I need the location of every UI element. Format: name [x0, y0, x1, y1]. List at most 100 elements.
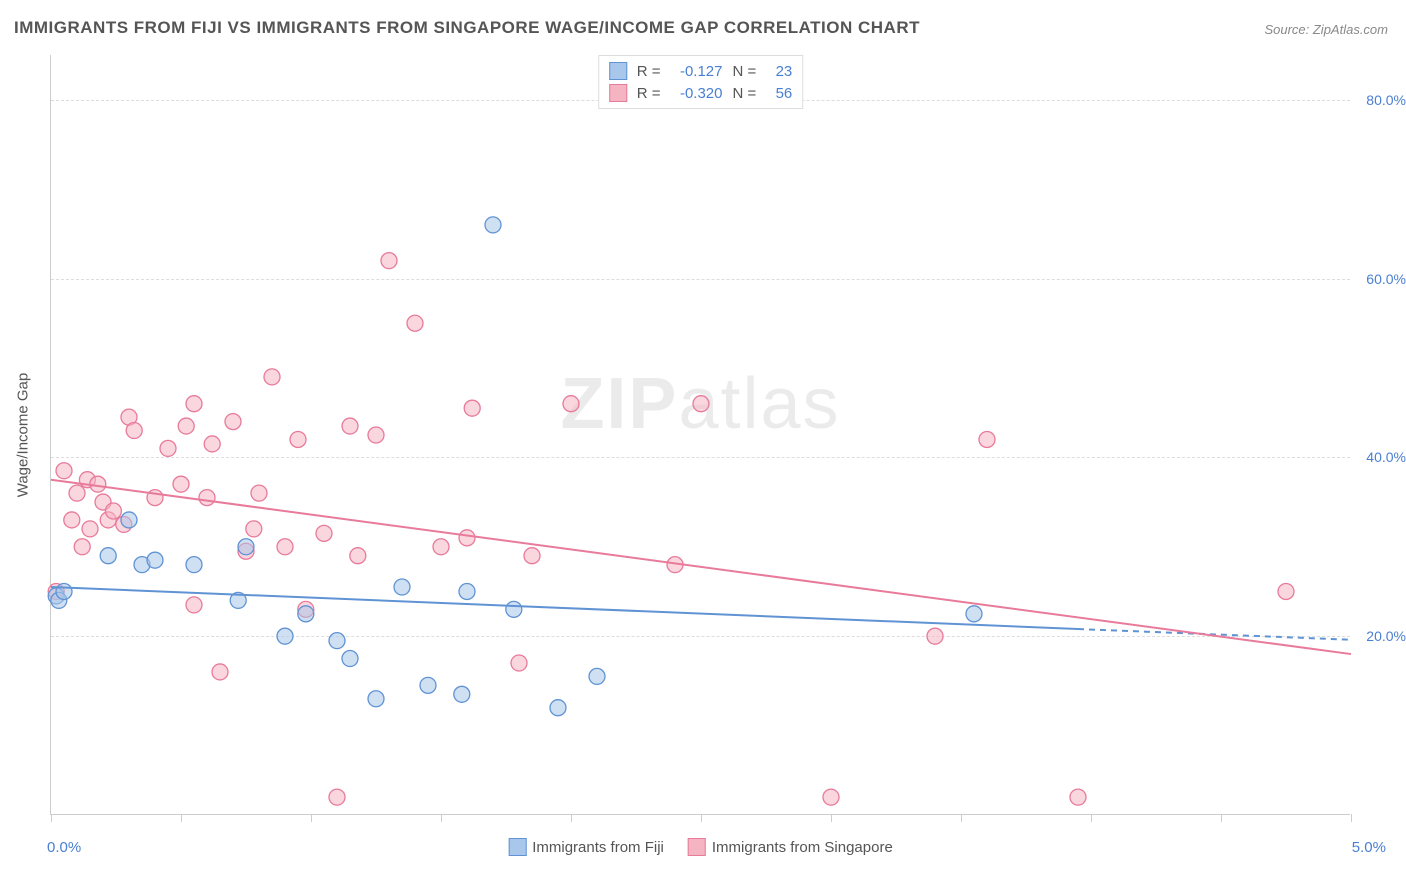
x-tick — [1091, 814, 1092, 822]
r-label: R = — [637, 63, 661, 80]
point-singapore — [350, 548, 366, 564]
swatch-singapore — [609, 84, 627, 102]
point-fiji — [454, 686, 470, 702]
point-singapore — [927, 628, 943, 644]
point-fiji — [186, 557, 202, 573]
point-singapore — [316, 525, 332, 541]
x-tick — [831, 814, 832, 822]
point-singapore — [212, 664, 228, 680]
point-singapore — [186, 597, 202, 613]
point-singapore — [290, 431, 306, 447]
point-singapore — [277, 539, 293, 555]
point-singapore — [511, 655, 527, 671]
legend-label-singapore: Immigrants from Singapore — [712, 839, 893, 856]
point-singapore — [693, 396, 709, 412]
legend-series: Immigrants from Fiji Immigrants from Sin… — [508, 838, 893, 856]
x-tick — [51, 814, 52, 822]
n-value-singapore: 56 — [762, 85, 792, 102]
source-attribution: Source: ZipAtlas.com — [1264, 22, 1388, 37]
point-singapore — [74, 539, 90, 555]
point-singapore — [173, 476, 189, 492]
point-fiji — [238, 539, 254, 555]
n-label: N = — [733, 63, 757, 80]
x-tick — [181, 814, 182, 822]
point-singapore — [1278, 583, 1294, 599]
point-fiji — [394, 579, 410, 595]
point-singapore — [433, 539, 449, 555]
point-fiji — [147, 552, 163, 568]
x-tick — [1351, 814, 1352, 822]
point-singapore — [225, 414, 241, 430]
point-singapore — [246, 521, 262, 537]
point-fiji — [420, 677, 436, 693]
point-singapore — [82, 521, 98, 537]
point-fiji — [368, 691, 384, 707]
source-prefix: Source: — [1264, 22, 1312, 37]
point-singapore — [105, 503, 121, 519]
legend-row-fiji: R = -0.127 N = 23 — [609, 60, 793, 82]
point-singapore — [459, 530, 475, 546]
point-singapore — [563, 396, 579, 412]
point-fiji — [329, 633, 345, 649]
plot-area: Wage/Income Gap ZIPatlas 20.0%40.0%60.0%… — [50, 55, 1350, 815]
swatch-singapore — [688, 838, 706, 856]
point-fiji — [550, 700, 566, 716]
legend-item-fiji: Immigrants from Fiji — [508, 838, 664, 856]
y-tick-label: 40.0% — [1366, 449, 1406, 465]
point-singapore — [199, 490, 215, 506]
x-tick — [311, 814, 312, 822]
y-tick-label: 80.0% — [1366, 92, 1406, 108]
point-singapore — [524, 548, 540, 564]
r-label: R = — [637, 85, 661, 102]
point-fiji — [589, 668, 605, 684]
point-singapore — [204, 436, 220, 452]
n-label: N = — [733, 85, 757, 102]
legend-label-fiji: Immigrants from Fiji — [532, 839, 664, 856]
r-value-singapore: -0.320 — [667, 85, 723, 102]
y-tick-label: 20.0% — [1366, 628, 1406, 644]
point-fiji — [298, 606, 314, 622]
point-singapore — [381, 253, 397, 269]
point-singapore — [186, 396, 202, 412]
point-singapore — [823, 789, 839, 805]
point-singapore — [264, 369, 280, 385]
x-tick — [961, 814, 962, 822]
point-singapore — [342, 418, 358, 434]
point-singapore — [178, 418, 194, 434]
point-fiji — [966, 606, 982, 622]
point-singapore — [1070, 789, 1086, 805]
y-tick-label: 60.0% — [1366, 271, 1406, 287]
point-singapore — [160, 440, 176, 456]
chart-title: IMMIGRANTS FROM FIJI VS IMMIGRANTS FROM … — [14, 18, 920, 38]
r-value-fiji: -0.127 — [667, 63, 723, 80]
legend-item-singapore: Immigrants from Singapore — [688, 838, 893, 856]
point-fiji — [342, 651, 358, 667]
trendline-fiji — [51, 587, 1078, 629]
x-tick — [441, 814, 442, 822]
point-singapore — [251, 485, 267, 501]
x-tick — [701, 814, 702, 822]
point-singapore — [126, 423, 142, 439]
x-axis-min-label: 0.0% — [47, 839, 81, 856]
point-singapore — [368, 427, 384, 443]
x-axis-max-label: 5.0% — [1352, 839, 1386, 856]
point-fiji — [56, 583, 72, 599]
point-singapore — [407, 315, 423, 331]
point-singapore — [64, 512, 80, 528]
x-tick — [571, 814, 572, 822]
point-singapore — [464, 400, 480, 416]
point-singapore — [90, 476, 106, 492]
swatch-fiji — [508, 838, 526, 856]
y-axis-title: Wage/Income Gap — [15, 372, 32, 497]
legend-row-singapore: R = -0.320 N = 56 — [609, 82, 793, 104]
point-singapore — [979, 431, 995, 447]
point-fiji — [121, 512, 137, 528]
point-singapore — [329, 789, 345, 805]
n-value-fiji: 23 — [762, 63, 792, 80]
trendline-singapore — [51, 480, 1351, 654]
point-singapore — [69, 485, 85, 501]
point-fiji — [459, 583, 475, 599]
legend-correlation-box: R = -0.127 N = 23 R = -0.320 N = 56 — [598, 55, 804, 109]
x-tick — [1221, 814, 1222, 822]
point-fiji — [100, 548, 116, 564]
